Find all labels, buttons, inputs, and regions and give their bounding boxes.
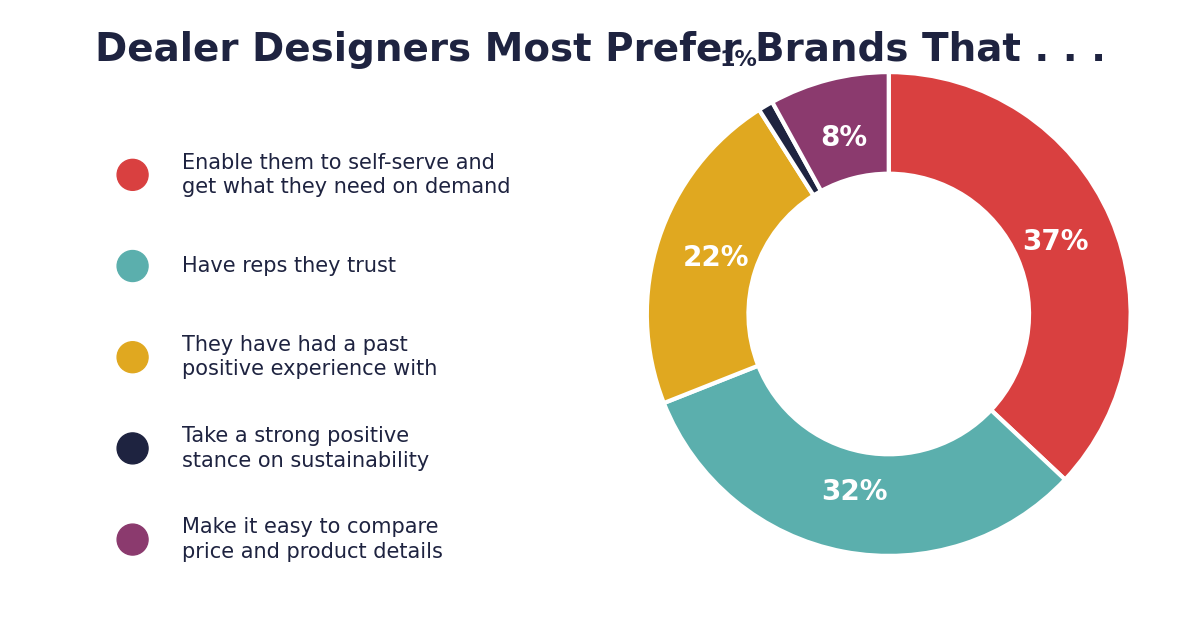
- Text: price and product details: price and product details: [183, 542, 443, 561]
- Text: They have had a past: They have had a past: [183, 335, 408, 355]
- Circle shape: [118, 251, 148, 281]
- Circle shape: [118, 524, 148, 555]
- Wedge shape: [759, 102, 821, 195]
- Text: Enable them to self-serve and: Enable them to self-serve and: [183, 153, 495, 173]
- Text: Make it easy to compare: Make it easy to compare: [183, 517, 438, 538]
- Text: stance on sustainability: stance on sustainability: [183, 450, 430, 470]
- Wedge shape: [647, 110, 813, 403]
- Text: 22%: 22%: [683, 244, 749, 272]
- Circle shape: [118, 342, 148, 372]
- Text: 37%: 37%: [1022, 228, 1088, 256]
- Text: get what they need on demand: get what they need on demand: [183, 177, 510, 197]
- Circle shape: [118, 160, 148, 190]
- Text: Dealer Designers Most Prefer Brands That . . .: Dealer Designers Most Prefer Brands That…: [95, 31, 1106, 70]
- Text: 8%: 8%: [820, 124, 867, 152]
- Wedge shape: [772, 72, 889, 191]
- Text: 32%: 32%: [821, 478, 888, 506]
- Text: 1%: 1%: [719, 50, 758, 70]
- Wedge shape: [889, 72, 1130, 480]
- Text: Take a strong positive: Take a strong positive: [183, 426, 410, 447]
- Text: Have reps they trust: Have reps they trust: [183, 256, 396, 276]
- Circle shape: [118, 433, 148, 464]
- Text: positive experience with: positive experience with: [183, 359, 437, 379]
- Wedge shape: [664, 365, 1065, 556]
